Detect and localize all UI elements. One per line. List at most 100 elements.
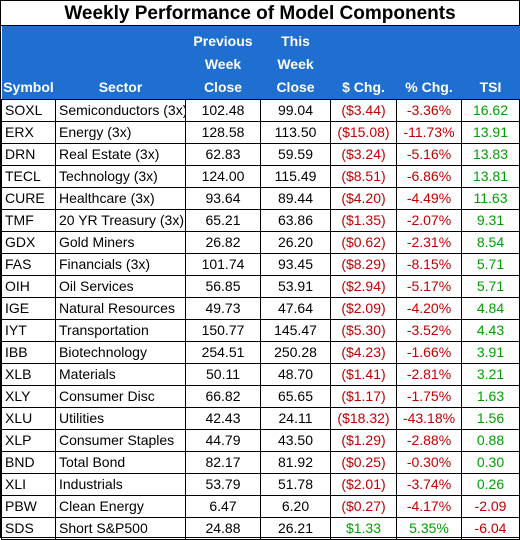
table-row: IGE Natural Resources 49.73 47.64 ($2.09) -4.… (1, 296, 520, 320)
cell-symbol: IBB (1, 340, 56, 364)
cell-percent-change: -3.52% (396, 318, 462, 342)
cell-percent-change: -3.74% (396, 472, 462, 496)
cell-prev-close: 6.47 (185, 494, 261, 518)
cell-dollar-change: ($2.01) (330, 472, 397, 496)
cell-dollar-change: ($0.27) (330, 494, 397, 518)
cell-symbol: FAS (1, 252, 56, 276)
cell-this-close: 89.44 (260, 186, 331, 210)
table-row: TMF 20 YR Treasury (3x) 65.21 63.86 ($1.35) -… (1, 208, 520, 232)
cell-tsi: 8.54 (461, 230, 520, 254)
cell-this-close: 26.21 (260, 516, 331, 540)
table-row: SDS Short S&P500 24.88 26.21 $1.33 5.35% -6.04 (1, 516, 520, 540)
cell-dollar-change: ($3.24) (330, 142, 397, 166)
cell-tsi: 0.88 (461, 428, 520, 452)
cell-percent-change: -5.17% (396, 274, 462, 298)
table-row: XLY Consumer Disc 66.82 65.65 ($1.17) -1.75% 1… (1, 384, 520, 408)
cell-tsi: 5.71 (461, 274, 520, 298)
cell-this-close: 53.91 (260, 274, 331, 298)
cell-dollar-change: ($8.29) (330, 252, 397, 276)
cell-symbol: XLP (1, 428, 56, 452)
cell-prev-close: 44.79 (185, 428, 261, 452)
cell-this-close: 47.64 (260, 296, 331, 320)
cell-symbol: XLB (1, 362, 56, 386)
cell-sector: Clean Energy (55, 494, 186, 518)
cell-percent-change: -6.86% (396, 164, 462, 188)
cell-this-close: 63.86 (260, 208, 331, 232)
cell-tsi: 3.21 (461, 362, 520, 386)
header-this-close: This Week Close (260, 26, 331, 99)
cell-sector: Consumer Disc (55, 384, 186, 408)
cell-percent-change: -4.17% (396, 494, 462, 518)
cell-sector: Utilities (55, 406, 186, 430)
table-title: Weekly Performance of Model Components (1, 1, 519, 26)
cell-dollar-change: $1.33 (330, 516, 397, 540)
cell-symbol: DRN (1, 142, 56, 166)
table-row: XLI Industrials 53.79 51.78 ($2.01) -3.74% 0.2… (1, 472, 520, 496)
cell-percent-change: -43.18% (396, 406, 462, 430)
header-row: Symbol Sector Previous Week Close This W… (1, 26, 520, 99)
table-row: GDX Gold Miners 26.82 26.20 ($0.62) -2.31% 8.5… (1, 230, 520, 254)
cell-tsi: 9.31 (461, 208, 520, 232)
cell-symbol: ERX (1, 120, 56, 144)
cell-sector: Materials (55, 362, 186, 386)
cell-this-close: 24.11 (260, 406, 331, 430)
cell-dollar-change: ($5.30) (330, 318, 397, 342)
cell-prev-close: 254.51 (185, 340, 261, 364)
cell-dollar-change: ($4.23) (330, 340, 397, 364)
table-row: TECL Technology (3x) 124.00 115.49 ($8.51) -6… (1, 164, 520, 188)
cell-this-close: 81.92 (260, 450, 331, 474)
table-row: DRN Real Estate (3x) 62.83 59.59 ($3.24) -5.1… (1, 142, 520, 166)
cell-this-close: 43.50 (260, 428, 331, 452)
cell-prev-close: 49.73 (185, 296, 261, 320)
cell-percent-change: -2.07% (396, 208, 462, 232)
cell-dollar-change: ($4.20) (330, 186, 397, 210)
table-row: CURE Healthcare (3x) 93.64 89.44 ($4.20) -4.4… (1, 186, 520, 210)
table-row: IBB Biotechnology 254.51 250.28 ($4.23) -1.66… (1, 340, 520, 364)
cell-this-close: 145.47 (260, 318, 331, 342)
header-dollar-change: $ Chg. (330, 26, 397, 99)
header-sector: Sector (55, 26, 186, 99)
cell-symbol: OIH (1, 274, 56, 298)
cell-this-close: 6.20 (260, 494, 331, 518)
cell-tsi: 16.62 (461, 98, 520, 122)
cell-this-close: 115.49 (260, 164, 331, 188)
cell-dollar-change: ($2.94) (330, 274, 397, 298)
cell-symbol: XLY (1, 384, 56, 408)
cell-tsi: 1.56 (461, 406, 520, 430)
table-row: BND Total Bond 82.17 81.92 ($0.25) -0.30% 0.30 (1, 450, 520, 474)
cell-tsi: 0.30 (461, 450, 520, 474)
cell-sector: Real Estate (3x) (55, 142, 186, 166)
cell-tsi: 13.83 (461, 142, 520, 166)
cell-prev-close: 66.82 (185, 384, 261, 408)
table-row: PBW Clean Energy 6.47 6.20 ($0.27) -4.17% -2.0… (1, 494, 520, 518)
cell-this-close: 59.59 (260, 142, 331, 166)
cell-this-close: 51.78 (260, 472, 331, 496)
cell-symbol: GDX (1, 230, 56, 254)
cell-sector: Technology (3x) (55, 164, 186, 188)
cell-sector: Financials (3x) (55, 252, 186, 276)
cell-prev-close: 62.83 (185, 142, 261, 166)
cell-prev-close: 24.88 (185, 516, 261, 540)
cell-prev-close: 93.64 (185, 186, 261, 210)
cell-this-close: 93.45 (260, 252, 331, 276)
cell-symbol: SDS (1, 516, 56, 540)
cell-prev-close: 53.79 (185, 472, 261, 496)
cell-sector: Energy (3x) (55, 120, 186, 144)
cell-prev-close: 102.48 (185, 98, 261, 122)
cell-tsi: 1.63 (461, 384, 520, 408)
cell-sector: Oil Services (55, 274, 186, 298)
cell-dollar-change: ($1.35) (330, 208, 397, 232)
cell-dollar-change: ($1.29) (330, 428, 397, 452)
cell-sector: Natural Resources (55, 296, 186, 320)
cell-dollar-change: ($1.17) (330, 384, 397, 408)
cell-dollar-change: ($18.32) (330, 406, 397, 430)
table-row: ERX Energy (3x) 128.58 113.50 ($15.08) -11.73… (1, 120, 520, 144)
table-row: FAS Financials (3x) 101.74 93.45 ($8.29) -8.1… (1, 252, 520, 276)
cell-sector: Transportation (55, 318, 186, 342)
cell-percent-change: -3.36% (396, 98, 462, 122)
cell-prev-close: 50.11 (185, 362, 261, 386)
cell-dollar-change: ($3.44) (330, 98, 397, 122)
table-row: XLU Utilities 42.43 24.11 ($18.32) -43.18% 1.5… (1, 406, 520, 430)
performance-table: Symbol Sector Previous Week Close This W… (1, 26, 520, 540)
cell-percent-change: -8.15% (396, 252, 462, 276)
